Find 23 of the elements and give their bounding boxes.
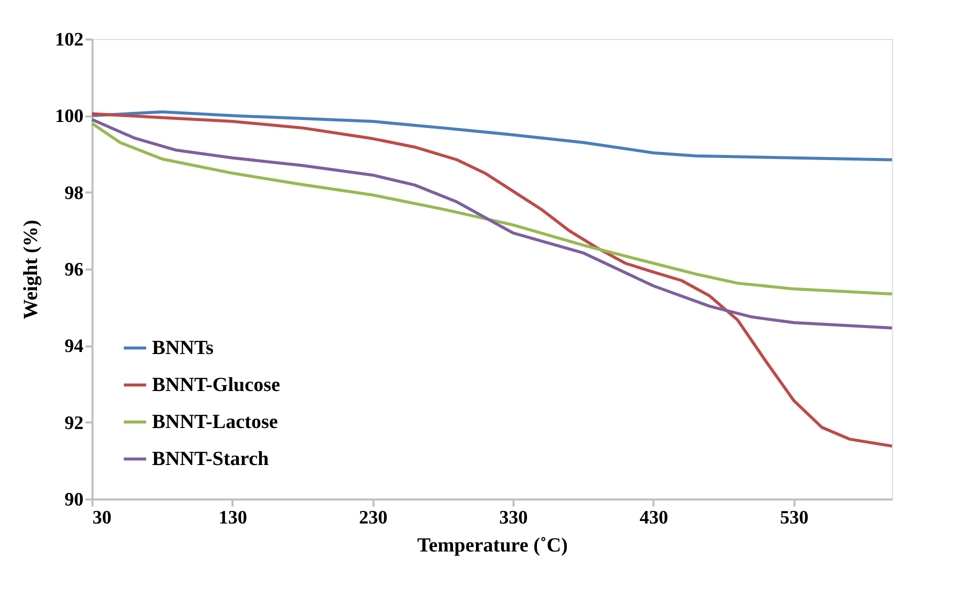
legend-label: BNNTs <box>152 337 214 359</box>
y-axis-title: Weight (%) <box>20 220 42 320</box>
x-axis-title: Temperature (˚C) <box>417 534 568 556</box>
line-series <box>90 112 894 448</box>
legend-label: BNNT-Lactose <box>152 411 278 433</box>
x-tick-label: 30 <box>92 508 112 528</box>
line-series <box>90 122 894 296</box>
y-tick-label: 92 <box>64 412 84 434</box>
line-series <box>90 118 894 330</box>
x-tick-label: 230 <box>358 508 388 528</box>
y-tick-label: 98 <box>64 182 84 204</box>
line-series <box>90 110 894 162</box>
x-tick-label: 430 <box>640 508 668 528</box>
y-tick-label: 94 <box>64 336 84 358</box>
y-tick-label: 96 <box>64 260 84 280</box>
legend-label: BNNT-Starch <box>152 448 269 470</box>
legend-label: BNNT-Glucose <box>152 374 280 396</box>
x-tick-label: 530 <box>780 508 809 528</box>
x-tick-label: 330 <box>499 508 528 528</box>
y-tick-label: 102 <box>55 30 84 50</box>
y-tick-label: 100 <box>55 106 84 128</box>
x-tick-label: 130 <box>218 508 248 528</box>
y-tick-label: 90 <box>64 490 84 510</box>
